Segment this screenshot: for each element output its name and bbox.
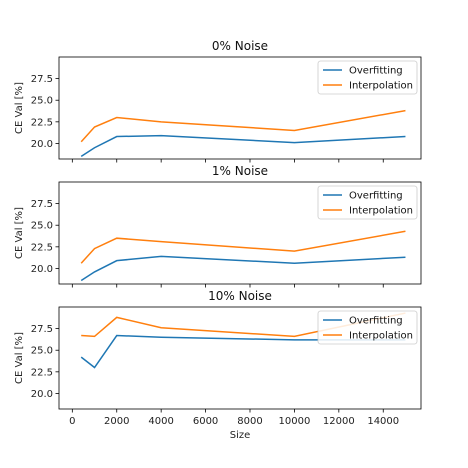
x-tick-label: 0 — [69, 416, 75, 427]
series-line-interpolation — [80, 109, 406, 143]
legend: Overfitting Interpolation — [317, 310, 418, 345]
legend-label: Interpolation — [349, 206, 413, 217]
legend-box — [317, 310, 418, 345]
legend-label: Overfitting — [349, 66, 403, 77]
plot-frame — [58, 306, 422, 410]
legend: Overfitting Interpolation — [317, 60, 418, 95]
y-tick-label: 22.5 — [31, 367, 53, 378]
chart-panel-2: 10% Noise 20.0 22.5 25.0 27.5 0 2000 4000 6000 80… — [14, 289, 422, 441]
y-tick-label: 20.0 — [31, 389, 53, 400]
chart-panel-1: 1% Noise 20.0 22.5 25.0 27.5 CE Val [%] Overfi… — [14, 164, 422, 288]
y-tick-label: 22.5 — [31, 242, 53, 253]
x-tick-label: 10000 — [279, 416, 311, 427]
y-tick-label: 25.0 — [31, 346, 53, 357]
x-tick-label: 2000 — [104, 416, 129, 427]
x-tick-label: 12000 — [323, 416, 355, 427]
x-tick-label: 14000 — [367, 416, 399, 427]
y-tick-label: 20.0 — [31, 139, 53, 150]
chart-title: 10% Noise — [208, 289, 272, 303]
x-tick-label: 8000 — [237, 416, 262, 427]
legend-label: Overfitting — [349, 316, 403, 327]
series-line-overfitting — [80, 134, 406, 158]
legend-box — [317, 60, 418, 95]
chart-title: 1% Noise — [212, 164, 268, 178]
x-axis-label: Size — [230, 430, 251, 441]
y-axis-label: CE Val [%] — [14, 82, 25, 134]
series-line-overfitting — [80, 334, 406, 369]
chart-title: 0% Noise — [212, 39, 268, 53]
legend-label: Interpolation — [349, 331, 413, 342]
legend-box — [317, 185, 418, 220]
plot-frame — [58, 56, 422, 160]
legend-label: Interpolation — [349, 81, 413, 92]
y-tick-label: 27.5 — [31, 324, 53, 335]
x-tick-label: 4000 — [148, 416, 173, 427]
y-tick-label: 27.5 — [31, 199, 53, 210]
plot-frame — [58, 181, 422, 285]
y-tick-label: 22.5 — [31, 117, 53, 128]
legend-label: Overfitting — [349, 191, 403, 202]
chart-panel-0: 0% Noise 20.0 22.5 25.0 27.5 CE Val [%] Overfi… — [14, 39, 422, 163]
y-axis-label: CE Val [%] — [14, 332, 25, 384]
y-tick-label: 20.0 — [31, 264, 53, 275]
y-axis-label: CE Val [%] — [14, 207, 25, 259]
series-line-interpolation — [80, 230, 406, 264]
series-line-overfitting — [80, 255, 406, 282]
y-tick-label: 25.0 — [31, 96, 53, 107]
y-tick-label: 27.5 — [31, 74, 53, 85]
series-line-interpolation — [81, 312, 406, 338]
y-tick-label: 25.0 — [31, 221, 53, 232]
legend: Overfitting Interpolation — [317, 185, 418, 220]
x-tick-label: 6000 — [193, 416, 218, 427]
